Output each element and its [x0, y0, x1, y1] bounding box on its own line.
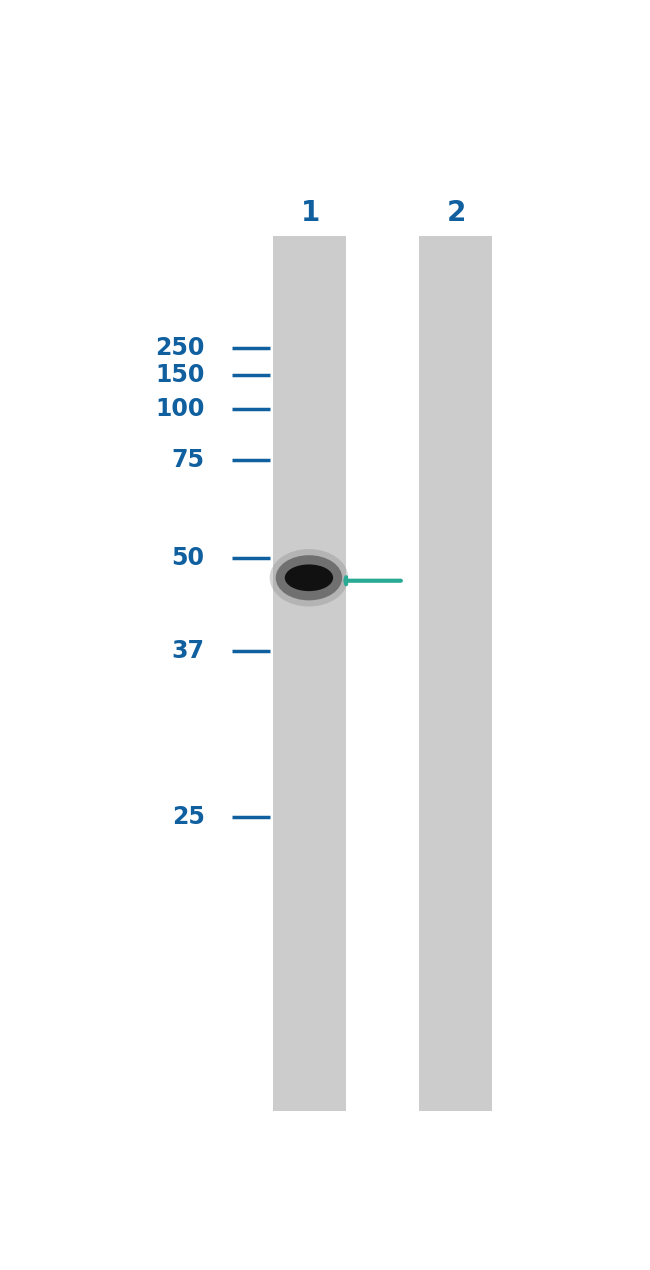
Ellipse shape	[285, 564, 333, 591]
Ellipse shape	[270, 549, 348, 607]
Text: 75: 75	[172, 448, 205, 472]
Ellipse shape	[276, 555, 342, 601]
Text: 25: 25	[172, 805, 205, 829]
Text: 50: 50	[172, 546, 205, 570]
Text: 2: 2	[447, 199, 466, 227]
Bar	[419, 235, 492, 1111]
Bar	[273, 235, 346, 1111]
Text: 1: 1	[301, 199, 320, 227]
Text: 100: 100	[155, 396, 205, 420]
Text: 37: 37	[172, 639, 205, 663]
Text: 250: 250	[155, 337, 205, 359]
Text: 150: 150	[155, 363, 205, 387]
